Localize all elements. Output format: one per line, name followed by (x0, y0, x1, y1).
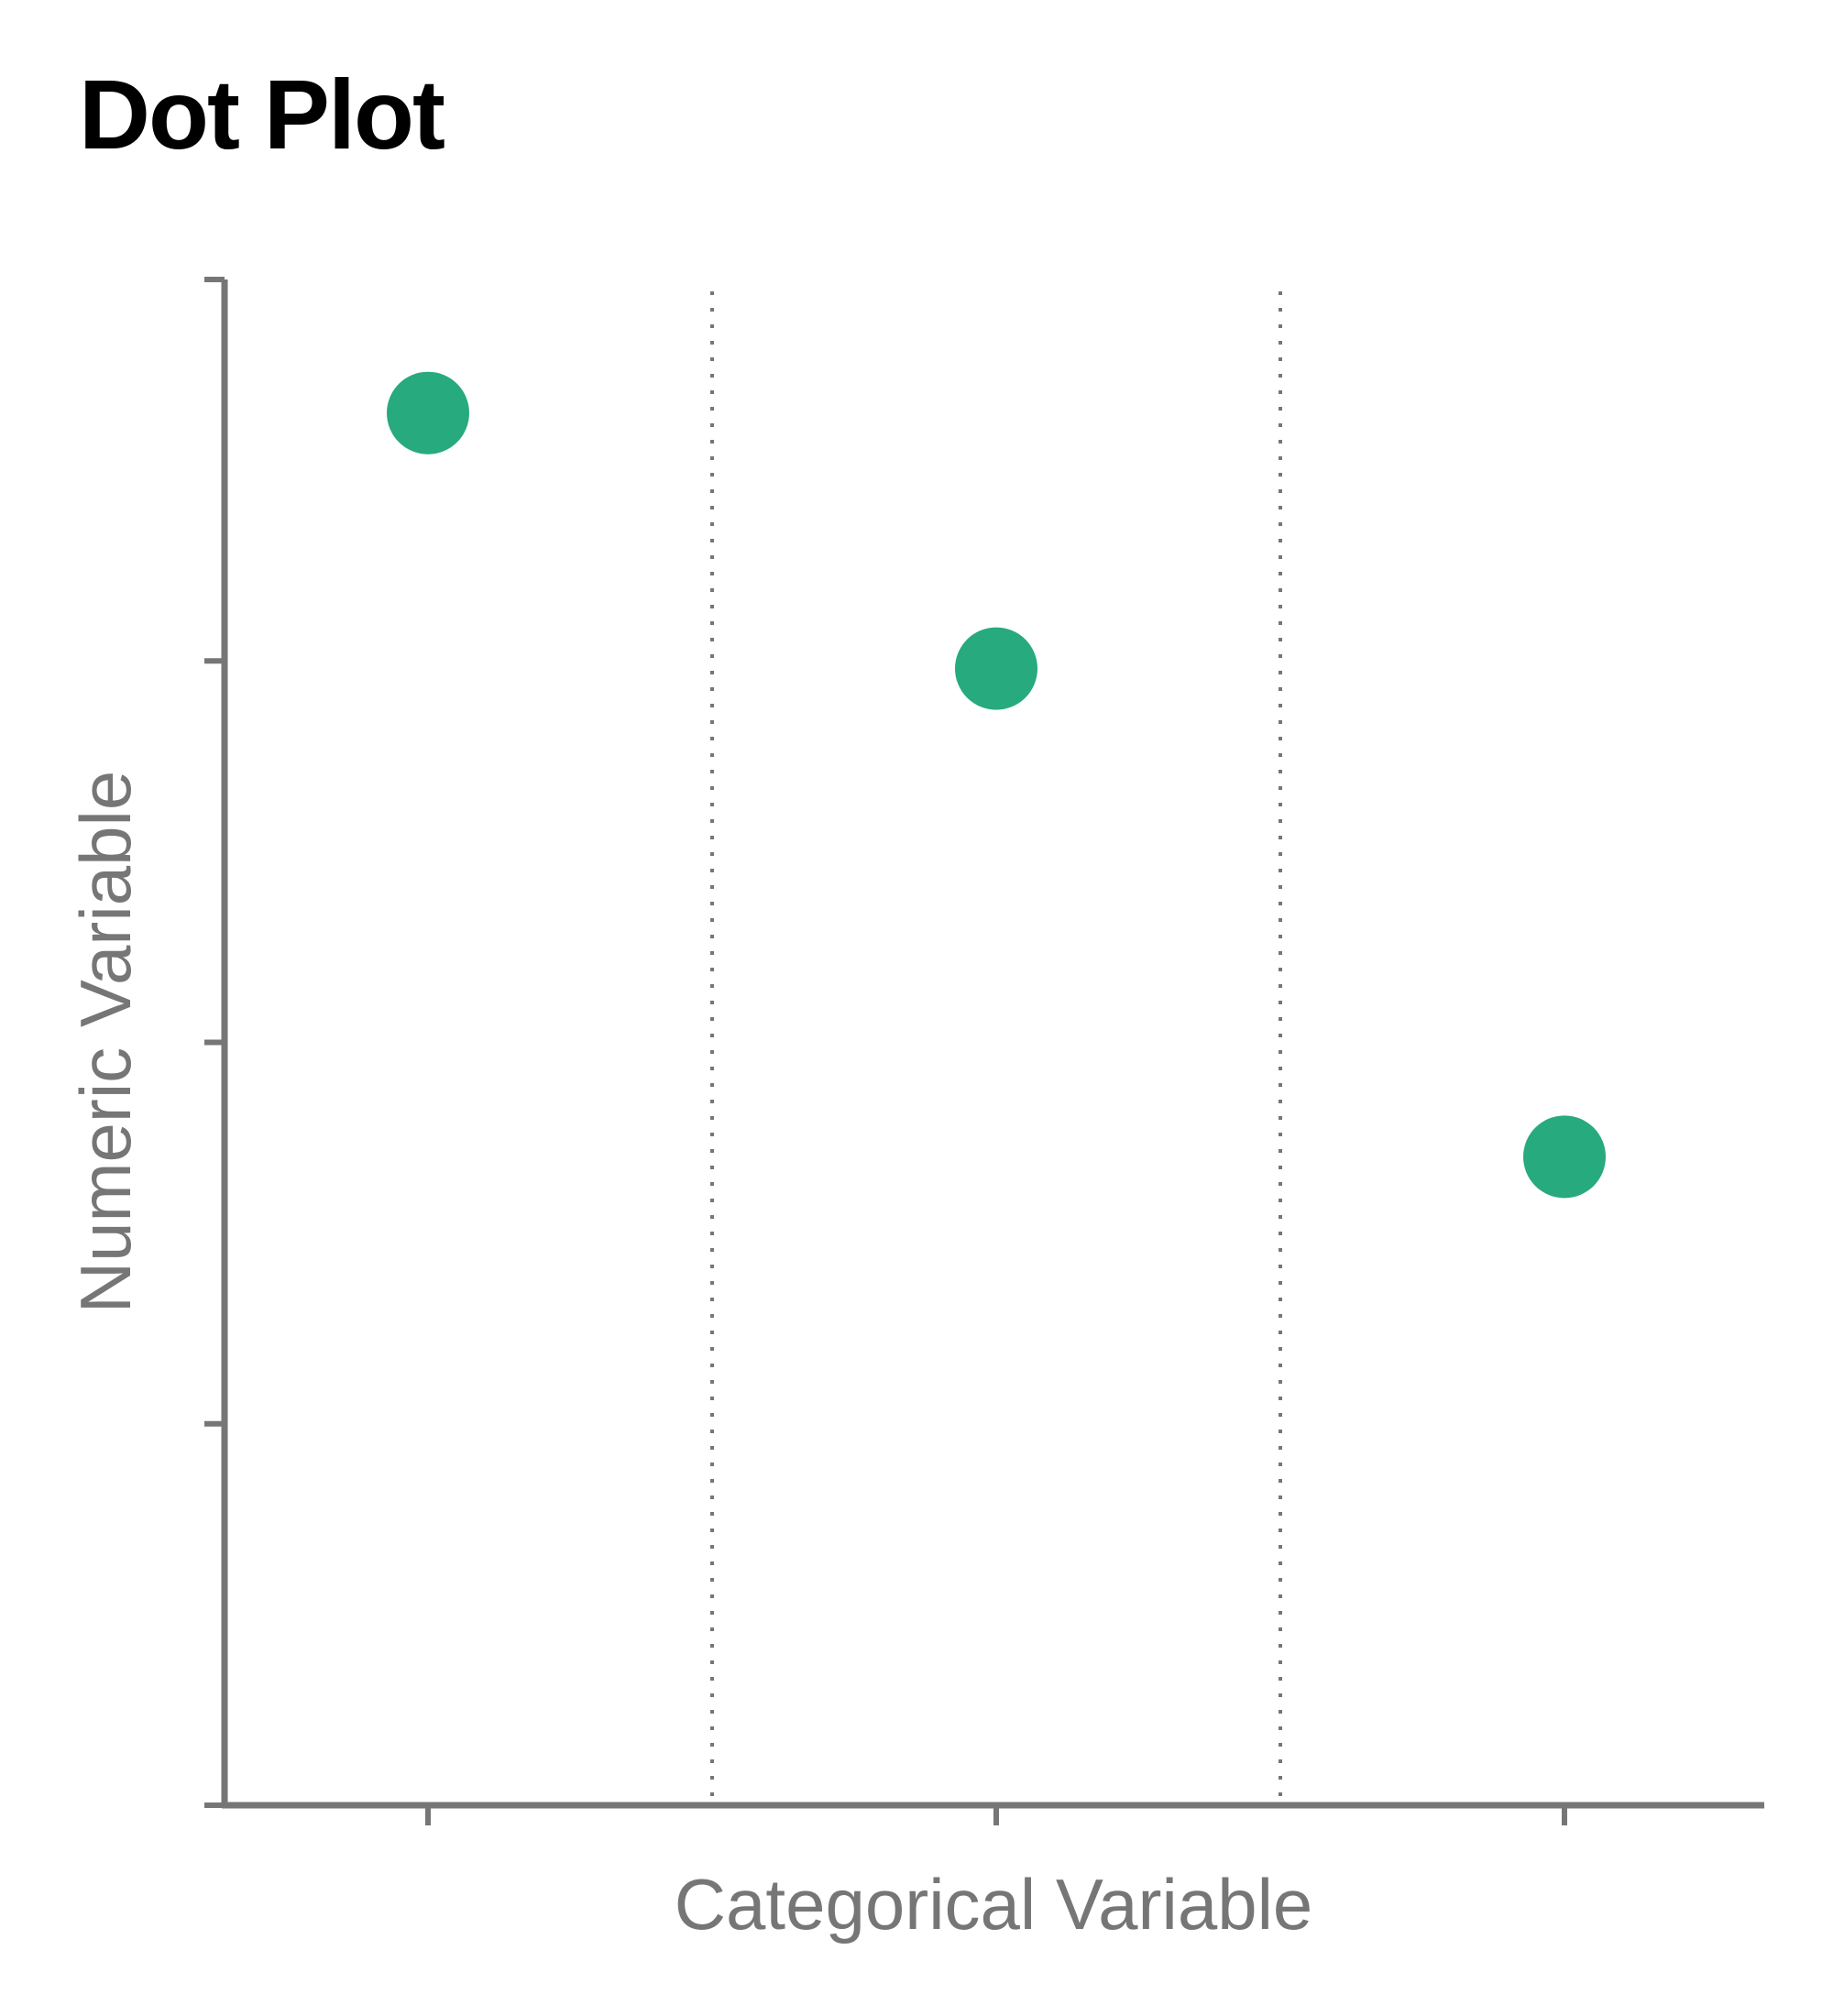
data-point-1 (955, 627, 1037, 710)
chart-title: Dot Plot (79, 59, 445, 170)
category-separators (710, 291, 1282, 1801)
y-axis-title: Numeric Variable (65, 771, 146, 1313)
x-axis-ticks (425, 1805, 1567, 1825)
data-points (387, 371, 1606, 1199)
data-point-2 (1523, 1115, 1606, 1199)
y-axis-ticks (204, 277, 225, 1808)
x-axis-title: Categorical Variable (675, 1864, 1313, 1945)
data-point-0 (387, 371, 469, 455)
